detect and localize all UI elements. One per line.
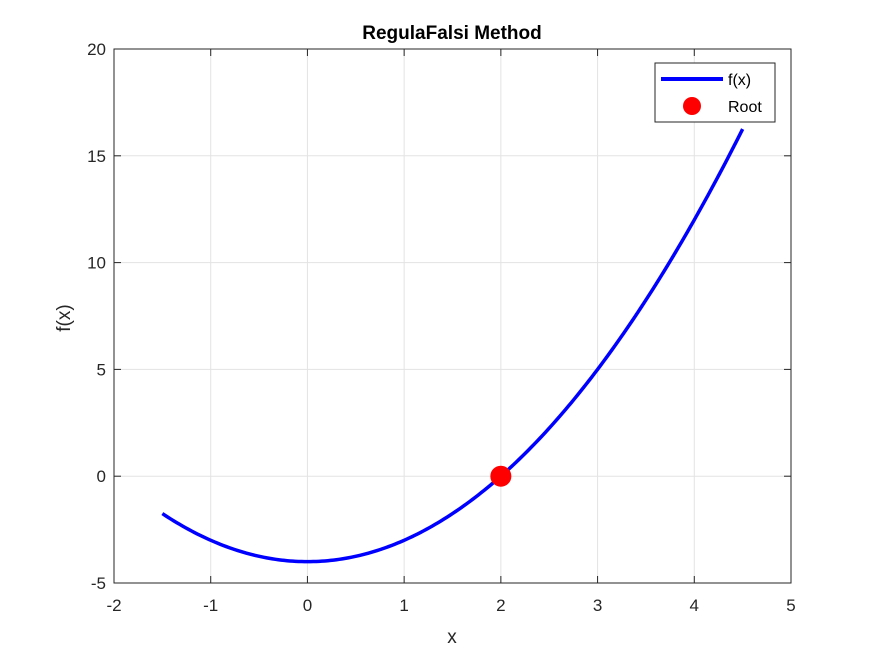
x-axis-label: x [447, 627, 457, 648]
y-tick-label: 20 [87, 40, 106, 59]
chart-title: RegulaFalsi Method [362, 23, 541, 44]
x-tick-label: 4 [690, 596, 699, 615]
x-tick-label: 2 [496, 596, 505, 615]
x-tick-label: -2 [106, 596, 121, 615]
legend-box [654, 62, 776, 123]
series-marker-point [490, 465, 512, 487]
legend-label-series-0: f(x) [728, 72, 751, 89]
y-tick-label: -5 [91, 574, 106, 593]
y-axis-label: f(x) [54, 304, 75, 331]
legend: f(x) Root [654, 62, 776, 123]
y-tick-label: 10 [87, 254, 106, 273]
x-tick-label: 5 [786, 596, 795, 615]
x-tick-label: 0 [303, 596, 312, 615]
x-tick-label: -1 [203, 596, 218, 615]
y-tick-label: 5 [97, 360, 106, 379]
x-tick-label: 3 [593, 596, 602, 615]
series-layer [161, 128, 745, 564]
y-tick-label: 0 [97, 467, 106, 486]
series-line-0 [161, 128, 745, 564]
plot-background [114, 49, 791, 583]
tick-labels: -2 -1 0 1 2 3 4 5 -5 0 5 10 15 20 [87, 40, 796, 615]
legend-swatch-marker [683, 97, 701, 115]
legend-label-series-1: Root [728, 99, 762, 116]
ticks [113, 48, 792, 584]
y-tick-label: 15 [87, 147, 106, 166]
grid [114, 49, 791, 583]
plot-frame [113, 48, 792, 584]
x-tick-label: 1 [399, 596, 408, 615]
